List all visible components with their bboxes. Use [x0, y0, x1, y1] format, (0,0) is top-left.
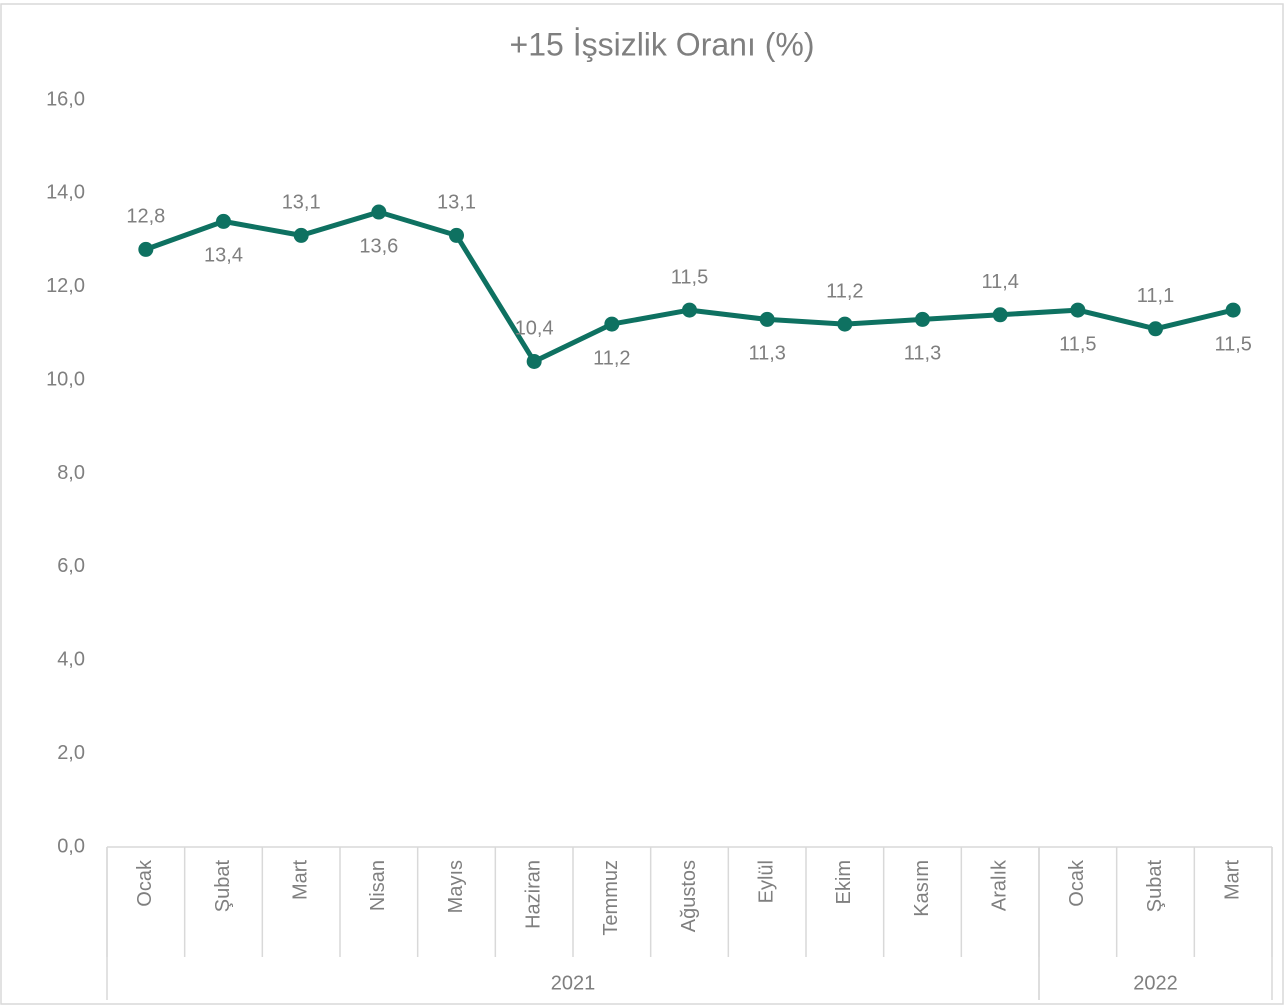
- y-tick-label: 2,0: [57, 742, 85, 764]
- marker: [1225, 302, 1241, 318]
- y-tick-label: 8,0: [57, 462, 85, 484]
- data-label: 11,2: [593, 347, 630, 369]
- x-tick-label: Ekim: [833, 860, 855, 904]
- x-tick-label: Ağustos: [678, 860, 700, 932]
- x-tick-label: Şubat: [1144, 860, 1166, 913]
- y-tick-label: 16,0: [46, 88, 85, 110]
- marker: [526, 353, 542, 369]
- group-label: 2021: [551, 972, 596, 994]
- data-label: 11,4: [981, 271, 1018, 293]
- marker: [1070, 302, 1086, 318]
- chart-border: [0, 3, 1284, 1005]
- marker: [837, 316, 853, 332]
- marker: [138, 241, 154, 257]
- data-label: 11,5: [1059, 333, 1096, 355]
- data-label: 11,3: [904, 343, 941, 365]
- data-label: 13,1: [437, 192, 476, 214]
- x-tick-label: Aralık: [988, 859, 1010, 911]
- x-tick-label: Haziran: [522, 860, 544, 929]
- x-tick-label: Nisan: [367, 860, 389, 911]
- y-tick-label: 12,0: [46, 275, 85, 297]
- data-label: 11,2: [826, 280, 863, 302]
- data-label: 11,3: [748, 343, 785, 365]
- group-label: 2022: [1133, 972, 1178, 994]
- data-label: 11,5: [1214, 333, 1251, 355]
- marker: [604, 316, 620, 332]
- y-tick-label: 6,0: [57, 555, 85, 577]
- marker: [992, 307, 1008, 323]
- x-tick-label: Ocak: [134, 859, 156, 907]
- x-tick-label: Temmuz: [600, 860, 622, 936]
- data-label: 13,4: [204, 245, 243, 267]
- x-tick-label: Şubat: [212, 860, 234, 913]
- data-label: 10,4: [515, 318, 554, 340]
- chart-title: +15 İşsizlik Oranı (%): [510, 26, 815, 62]
- data-label: 12,8: [126, 206, 165, 228]
- data-label: 13,6: [359, 235, 398, 257]
- data-label: 11,1: [1137, 285, 1174, 307]
- marker: [915, 311, 930, 327]
- marker: [371, 204, 387, 220]
- x-tick-label: Mart: [289, 860, 311, 900]
- marker: [682, 302, 697, 318]
- y-tick-label: 14,0: [46, 182, 85, 204]
- x-tick-label: Eylül: [755, 860, 777, 903]
- marker: [1148, 321, 1163, 337]
- marker: [216, 213, 231, 229]
- x-tick-label: Kasım: [911, 860, 933, 917]
- x-tick-label: Mart: [1221, 860, 1243, 900]
- y-tick-label: 0,0: [57, 835, 85, 857]
- y-tick-label: 10,0: [46, 368, 85, 390]
- x-tick-label: Mayıs: [445, 860, 467, 913]
- marker: [293, 227, 309, 243]
- data-label: 13,1: [282, 192, 321, 214]
- x-tick-label: Ocak: [1066, 859, 1088, 907]
- marker: [759, 311, 775, 327]
- y-tick-label: 4,0: [57, 649, 85, 671]
- data-label: 11,5: [671, 266, 708, 288]
- marker: [449, 227, 464, 243]
